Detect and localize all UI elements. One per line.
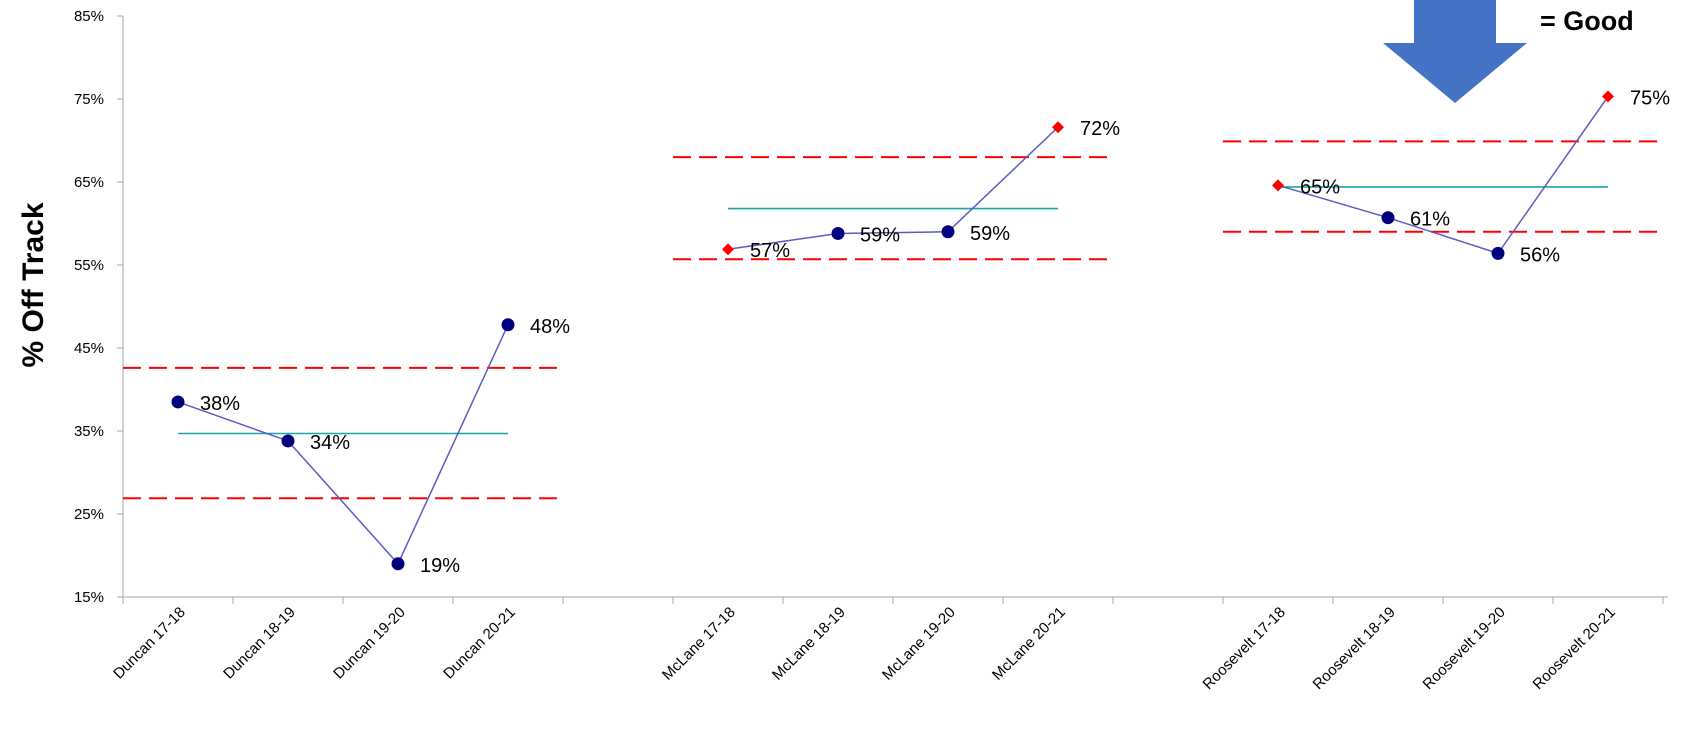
data-point <box>281 434 295 448</box>
data-label: 56% <box>1520 244 1560 266</box>
series-line <box>177 324 509 566</box>
y-tick-label: 75% <box>74 91 104 108</box>
data-point <box>1491 246 1505 260</box>
y-tick-label: 65% <box>74 174 104 191</box>
data-label: 61% <box>1410 209 1450 231</box>
data-label: 34% <box>310 432 350 454</box>
legend-good-label: = Good <box>1540 6 1634 36</box>
data-point-out-of-control <box>1052 121 1064 134</box>
x-tick-label: Roosevelt 17-18 <box>1200 604 1289 693</box>
x-tick-label: Duncan 19-20 <box>330 604 409 683</box>
data-point <box>501 318 515 332</box>
data-point <box>1381 211 1395 225</box>
data-label: 59% <box>860 224 900 246</box>
data-label: 38% <box>200 393 240 415</box>
control-limits-layer <box>123 140 1663 500</box>
x-tick-label: Duncan 18-19 <box>220 604 299 683</box>
y-tick-label: 45% <box>74 340 104 357</box>
data-point-out-of-control <box>1272 179 1284 192</box>
legend-good-direction: = Good <box>1383 0 1634 103</box>
x-tick-label: McLane 18-19 <box>769 604 849 684</box>
data-point-out-of-control <box>1602 90 1614 103</box>
data-point <box>171 395 185 409</box>
x-tick-label: Duncan 20-21 <box>440 604 519 683</box>
series-line <box>727 126 1059 250</box>
x-tick-label: Roosevelt 19-20 <box>1420 604 1509 693</box>
y-tick-label: 25% <box>74 506 104 523</box>
x-tick-label: Duncan 17-18 <box>110 604 189 683</box>
data-label: 48% <box>530 316 570 338</box>
data-point <box>391 557 405 571</box>
x-tick-label: McLane 19-20 <box>879 604 959 684</box>
series-line <box>1277 96 1609 255</box>
y-tick-label: 15% <box>74 589 104 606</box>
data-label: 75% <box>1630 88 1670 110</box>
data-point <box>941 225 955 239</box>
series-layer <box>171 90 1614 571</box>
data-point <box>831 226 845 240</box>
x-tick-label: McLane 17-18 <box>659 604 739 684</box>
x-tick-label: McLane 20-21 <box>989 604 1069 684</box>
data-label: 65% <box>1300 176 1340 198</box>
down-arrow-icon <box>1383 0 1527 103</box>
y-tick-label: 35% <box>74 423 104 440</box>
axes-layer: 15% 25% 35% 45% 55% 65% 75% 85% Duncan 17-18 Dunc… <box>74 8 1668 693</box>
y-tick-label: 55% <box>74 257 104 274</box>
data-label: 72% <box>1080 118 1120 140</box>
data-labels-layer: 38% 34% 19% 48% 57% 59% 59% 72% 65% 61% 56% 75% <box>200 88 1670 577</box>
data-point-out-of-control <box>722 243 734 256</box>
data-label: 19% <box>420 555 460 577</box>
data-label: 57% <box>750 240 790 262</box>
data-label: 59% <box>970 223 1010 245</box>
y-tick-label: 85% <box>74 8 104 25</box>
y-axis-title: % Off Track <box>17 202 50 367</box>
x-tick-label: Roosevelt 20-21 <box>1530 604 1619 693</box>
x-tick-label: Roosevelt 18-19 <box>1310 604 1399 693</box>
